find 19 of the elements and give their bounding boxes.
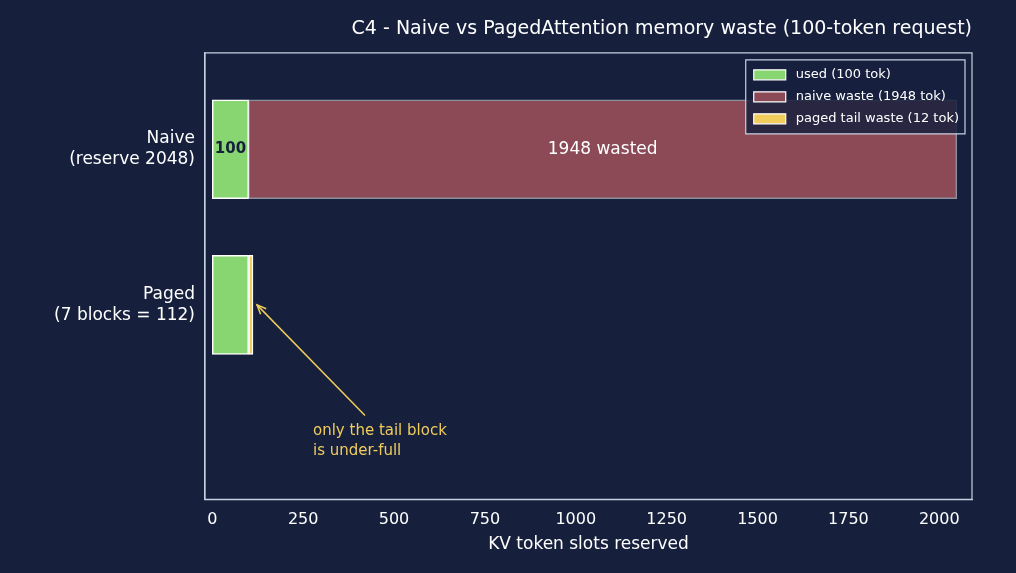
y-tick-label: Naive (reserve 2048) (69, 127, 195, 168)
x-tick-label: 1500 (737, 509, 778, 529)
data-label: 100 (214, 139, 247, 158)
x-tick-label: 0 (207, 509, 218, 529)
x-tick-label: 1750 (828, 509, 869, 529)
x-tick-label: 500 (378, 509, 410, 529)
annotation: only the tail block is under-full (313, 421, 448, 460)
legend-label: used (100 tok) (795, 66, 891, 82)
x-tick-label: 1250 (646, 509, 688, 529)
legend-label: naive waste (1948 tok) (795, 88, 946, 104)
x-axis-title: KV token slots reserved (488, 533, 689, 554)
data-label: 1948 wasted (547, 137, 658, 158)
x-tick-label: 2000 (918, 509, 960, 529)
y-tick-label: Paged (7 blocks = 112) (54, 283, 195, 324)
x-tick-label: 1000 (555, 509, 597, 529)
legend-label: paged tail waste (12 tok) (795, 110, 960, 126)
chart-title: C4 - Naive vs PagedAttention memory waste (100-token request) (351, 16, 972, 39)
x-tick-label: 250 (287, 509, 319, 529)
x-tick-label: 750 (469, 509, 501, 529)
